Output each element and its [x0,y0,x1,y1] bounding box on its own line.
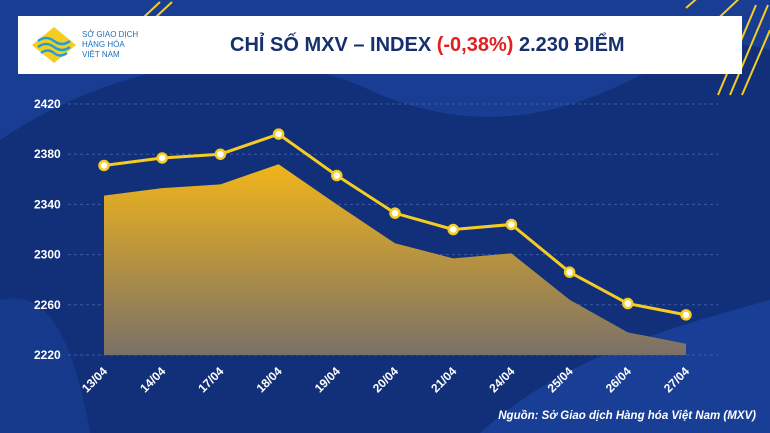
x-tick-label: 24/04 [486,364,517,395]
data-point [505,218,518,231]
data-point [214,148,227,160]
source-note: Nguồn: Sở Giao dịch Hàng hóa Việt Nam (M… [498,410,756,422]
data-point [563,266,576,278]
logo-line-1: SỞ GIAO DỊCH [82,30,138,39]
deco-stripe [741,29,770,96]
y-tick-label: 2300 [34,248,61,262]
data-point [680,309,692,321]
header-banner: SỞ GIAO DỊCH HÀNG HÓA VIỆT NAM CHỈ SỐ MX… [18,16,742,74]
x-tick-label: 14/04 [137,364,168,395]
chart-line-series [98,128,692,321]
x-tick-label: 18/04 [254,364,285,395]
y-tick-label: 2380 [34,147,61,161]
x-tick-label: 19/04 [312,364,343,395]
logo-line-3: VIỆT NAM [82,50,120,59]
background-wave-left [0,298,90,433]
y-tick-label: 2260 [34,298,61,312]
title-change: (-0,38%) [436,34,514,56]
x-tick-label: 20/04 [370,364,401,395]
deco-stripe [729,4,769,96]
deco-stripe [685,0,697,9]
x-tick-label: 21/04 [428,364,459,395]
title-suffix: 2.230 ĐIỂM [518,34,625,56]
x-tick-label: 17/04 [195,364,226,395]
y-tick-label: 2340 [34,197,61,211]
mxv-logo: SỞ GIAO DỊCH HÀNG HÓA VIỆT NAM [32,27,138,63]
chart-area-series [104,164,686,355]
x-axis: 13/04 14/04 17/04 18/04 19/04 20/04 21/04 24/04… [79,364,692,395]
area-fill [104,164,686,355]
y-tick-label: 2220 [34,348,61,362]
data-point [98,159,110,172]
data-point [447,223,459,236]
background-wave-bottom [480,300,770,433]
page-title: CHỈ SỐ MXV – INDEX (-0,38%) 2.230 ĐIỂM [230,16,625,74]
data-point [622,297,634,310]
logo-line-2: HÀNG HÓA [82,40,125,49]
data-point [389,207,401,219]
x-tick-label: 25/04 [545,364,576,395]
y-tick-label: 2420 [34,97,61,111]
data-point [272,128,285,140]
y-axis: 2220 2260 2300 2340 2380 2420 [34,97,61,362]
title-prefix: CHỈ SỐ MXV – INDEX [230,34,432,56]
x-tick-label: 13/04 [79,364,110,395]
data-point [156,152,168,164]
logo-emblem-icon [32,27,76,63]
data-point [331,169,343,182]
x-tick-label: 26/04 [603,364,634,395]
x-tick-label: 27/04 [661,364,692,395]
